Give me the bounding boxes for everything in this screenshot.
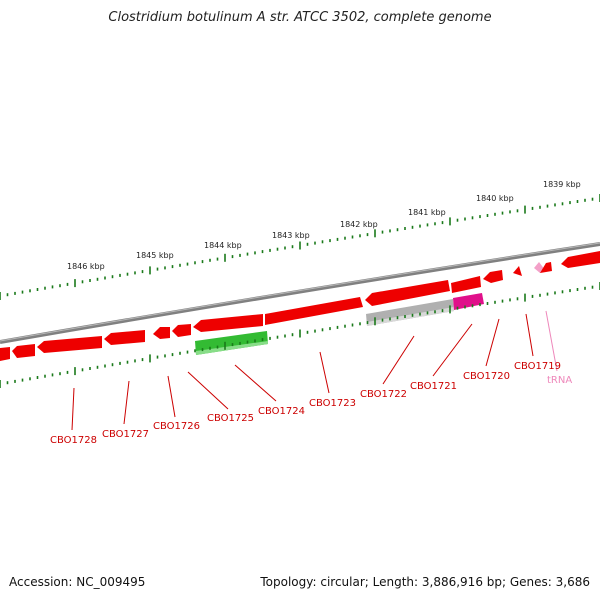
gene-arrow-cbo1724[interactable]: [193, 314, 263, 332]
gene-arrow-small-d[interactable]: [540, 262, 552, 273]
gene-label-cbo1721[interactable]: CBO1721: [410, 381, 457, 392]
scale-label-1846: 1846 kbp: [67, 262, 105, 271]
gene-arrow-cbo1728[interactable]: [0, 347, 10, 361]
leader-cbo1724: [234, 364, 277, 402]
leader-cbo1726: [167, 375, 176, 418]
gene-arrow-cbo1723[interactable]: [265, 297, 363, 325]
scale-label-1845: 1845 kbp: [136, 251, 174, 260]
gene-label-cbo1723[interactable]: CBO1723: [309, 398, 356, 409]
gene-label-cbo1728[interactable]: CBO1728: [50, 435, 97, 446]
topology-text: Topology: circular; Length: 3,886,916 bp…: [260, 575, 590, 589]
leader-cbo1721: [432, 323, 473, 377]
gene-arrow-cbo1722[interactable]: [365, 280, 450, 306]
trna-label[interactable]: tRNA: [547, 375, 572, 386]
genome-backbone: [0, 242, 600, 344]
forward-genes: [0, 251, 600, 361]
leader-cbo1725: [187, 371, 229, 410]
scale-label-1842: 1842 kbp: [340, 220, 378, 229]
gene-green-shade: [196, 341, 268, 355]
genome-backbone-highlight: [0, 242, 600, 342]
leader-cbo1723: [319, 351, 330, 394]
gene-arrow-small-a[interactable]: [153, 327, 170, 339]
leader-trna: [545, 310, 558, 372]
gene-arrow-cbo1721[interactable]: [451, 276, 481, 293]
scale-labels: 1846 kbp 1845 kbp 1844 kbp 1843 kbp 1842…: [67, 180, 581, 271]
pseudogene-grey-shade: [367, 307, 454, 326]
misc-feature-magenta[interactable]: [453, 293, 484, 310]
gene-label-cbo1722[interactable]: CBO1722: [360, 389, 407, 400]
gene-arrow-cbo1719[interactable]: [561, 251, 600, 268]
gene-arrow-cbo1727[interactable]: [12, 344, 35, 358]
leader-lines: [71, 310, 558, 431]
leader-cbo1728: [71, 387, 75, 431]
gene-arrow-cbo1726[interactable]: [37, 336, 102, 353]
gene-label-cbo1725[interactable]: CBO1725: [207, 413, 254, 424]
scale-label-1844: 1844 kbp: [204, 241, 242, 250]
gene-label-cbo1719[interactable]: CBO1719: [514, 361, 561, 372]
inner-scale-ring: [0, 282, 600, 388]
outer-scale-ring: [0, 194, 600, 300]
leader-cbo1720: [485, 318, 500, 367]
leader-cbo1722: [382, 335, 415, 385]
scale-label-1843: 1843 kbp: [272, 231, 310, 240]
map-title: Clostridium botulinum A str. ATCC 3502, …: [108, 10, 492, 25]
scale-label-1840: 1840 kbp: [476, 194, 514, 203]
gene-label-cbo1720[interactable]: CBO1720: [463, 371, 510, 382]
scale-label-1841: 1841 kbp: [408, 208, 446, 217]
gene-labels: CBO1728 CBO1727 CBO1726 CBO1725 CBO1724 …: [50, 361, 572, 446]
leader-cbo1719: [525, 313, 534, 357]
gene-arrow-small-b[interactable]: [172, 324, 191, 337]
scale-label-1839: 1839 kbp: [543, 180, 581, 189]
gene-label-cbo1726[interactable]: CBO1726: [153, 421, 200, 432]
gene-label-cbo1727[interactable]: CBO1727: [102, 429, 149, 440]
gene-arrow-small-c[interactable]: [513, 266, 522, 276]
leader-cbo1727: [123, 380, 130, 425]
gene-arrow-cbo1725[interactable]: [104, 330, 145, 345]
accession-text: Accession: NC_009495: [9, 575, 146, 589]
gene-label-cbo1724[interactable]: CBO1724: [258, 406, 305, 417]
gene-arrow-cbo1720[interactable]: [483, 270, 503, 283]
reverse-features: [195, 293, 484, 355]
